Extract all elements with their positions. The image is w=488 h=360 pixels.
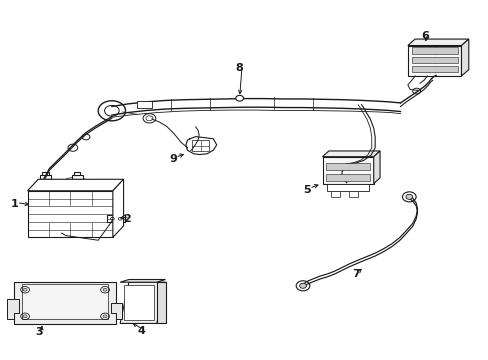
Circle shape xyxy=(23,288,27,291)
Bar xyxy=(21,284,108,319)
Bar xyxy=(124,285,154,320)
Bar xyxy=(330,192,339,197)
Polygon shape xyxy=(113,179,123,237)
Polygon shape xyxy=(407,45,461,76)
Circle shape xyxy=(405,194,412,199)
Polygon shape xyxy=(325,174,369,181)
Polygon shape xyxy=(14,282,116,324)
Text: 7: 7 xyxy=(351,269,359,279)
Polygon shape xyxy=(120,282,165,323)
Text: 9: 9 xyxy=(168,154,176,164)
Text: 1: 1 xyxy=(10,199,18,210)
Polygon shape xyxy=(411,47,457,54)
Bar xyxy=(327,184,368,192)
Text: 4: 4 xyxy=(137,326,145,336)
Bar xyxy=(192,140,209,151)
Bar xyxy=(348,192,357,197)
Polygon shape xyxy=(411,57,457,63)
Bar xyxy=(137,101,152,108)
Bar xyxy=(72,175,83,179)
Polygon shape xyxy=(322,151,379,157)
Circle shape xyxy=(103,315,107,318)
Text: 3: 3 xyxy=(35,327,42,337)
Text: 6: 6 xyxy=(420,31,428,41)
Polygon shape xyxy=(461,39,468,76)
Polygon shape xyxy=(7,299,19,319)
Circle shape xyxy=(103,288,107,291)
Polygon shape xyxy=(157,282,165,323)
Circle shape xyxy=(299,283,306,288)
Polygon shape xyxy=(407,39,468,45)
Bar xyxy=(42,172,49,175)
Polygon shape xyxy=(325,163,369,170)
Circle shape xyxy=(235,95,243,101)
Polygon shape xyxy=(111,303,122,319)
Bar xyxy=(41,175,51,179)
Text: 5: 5 xyxy=(303,185,310,195)
Polygon shape xyxy=(373,151,379,184)
Polygon shape xyxy=(27,191,113,237)
Polygon shape xyxy=(27,179,123,191)
Text: 8: 8 xyxy=(235,63,243,73)
Polygon shape xyxy=(120,279,165,282)
Polygon shape xyxy=(322,157,373,184)
Circle shape xyxy=(23,315,27,318)
Bar xyxy=(74,172,81,175)
Bar xyxy=(107,215,125,222)
Polygon shape xyxy=(411,66,457,72)
Text: 2: 2 xyxy=(123,214,131,224)
